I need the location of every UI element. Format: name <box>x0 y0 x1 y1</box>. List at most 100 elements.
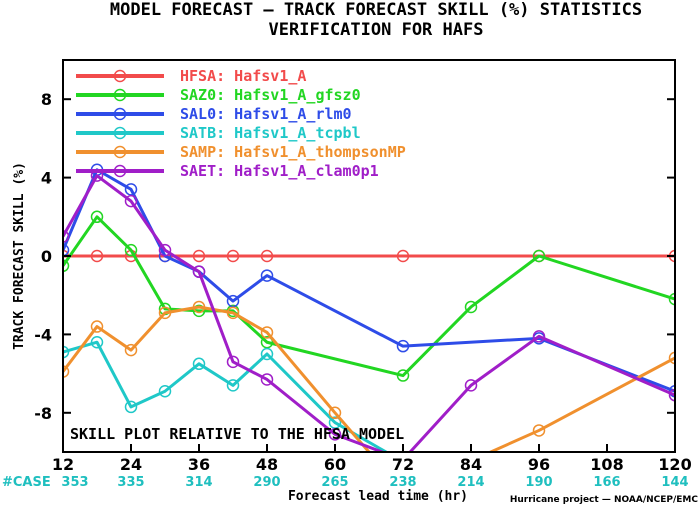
data-point <box>260 249 274 263</box>
y-tick-label: -4 <box>34 325 52 344</box>
series-layer <box>63 163 675 452</box>
x-tick-label: 36 <box>188 455 210 474</box>
series-5 <box>63 169 675 452</box>
series-2 <box>63 163 675 398</box>
data-point <box>124 194 138 208</box>
data-point <box>532 330 546 343</box>
case-counts: 353 335 314 290 265 238 214 190 166 144 <box>61 475 688 490</box>
data-point <box>192 249 206 263</box>
case-count: 238 <box>389 475 416 490</box>
data-point <box>396 369 410 382</box>
chart-title: MODEL FORECAST — TRACK FORECAST SKILL (%… <box>110 0 642 20</box>
data-point <box>260 269 274 282</box>
data-point <box>668 292 675 306</box>
data-point <box>260 326 274 339</box>
annotation: SKILL PLOT RELATIVE TO THE HFSA MODEL <box>70 425 404 443</box>
data-point <box>124 183 138 196</box>
case-count: 214 <box>457 475 484 490</box>
y-tick-label: 0 <box>41 247 52 266</box>
x-tick-label: 24 <box>120 455 142 474</box>
data-point <box>328 416 342 429</box>
legend-label: SAET: Hafsv1_A_clam0p1 <box>180 162 379 180</box>
data-point <box>260 373 274 386</box>
series-line <box>63 168 675 393</box>
data-point <box>396 339 410 353</box>
series-0 <box>63 249 675 263</box>
data-point <box>192 357 206 371</box>
data-point <box>63 259 70 273</box>
x-tick-label: 48 <box>256 455 278 474</box>
case-count: 314 <box>185 475 212 490</box>
data-point <box>226 294 240 308</box>
y-tick-label: 8 <box>41 90 52 109</box>
data-point <box>532 249 546 263</box>
case-count: 335 <box>117 475 144 490</box>
legend-marker <box>113 88 127 102</box>
chart-subtitle: VERIFICATION FOR HAFS <box>269 20 484 40</box>
legend-marker <box>113 126 127 140</box>
data-point <box>226 306 240 320</box>
series-line <box>63 340 390 452</box>
data-point <box>124 343 138 357</box>
data-point <box>90 210 104 224</box>
legend-marker <box>113 164 127 178</box>
x-axis: 12 24 36 48 60 72 84 96 108 120 <box>52 444 692 474</box>
case-count: 190 <box>525 475 552 490</box>
legend-label: SAL0: Hafsv1_A_rlm0 <box>180 105 352 123</box>
data-point <box>328 428 342 441</box>
data-point <box>226 249 240 263</box>
x-tick-label: 108 <box>590 455 623 474</box>
y-tick-label: 4 <box>41 169 52 188</box>
data-point <box>260 335 274 349</box>
data-point <box>464 379 478 392</box>
y-axis-label: TRACK FORECAST SKILL (%) <box>12 162 27 350</box>
legend-label: SAZ0: Hafsv1_A_gfsz0 <box>180 86 361 104</box>
case-count: 265 <box>321 475 348 490</box>
data-point <box>90 249 104 263</box>
y-tick-label: -8 <box>34 404 52 423</box>
data-point <box>63 365 70 378</box>
data-point <box>63 243 70 257</box>
legend-entry: SAET: Hafsv1_A_clam0p1 <box>76 162 379 180</box>
legend-entry: SAMP: Hafsv1_A_thompsonMP <box>76 143 406 161</box>
x-axis-label: Forecast lead time (hr) <box>288 489 468 504</box>
data-point <box>158 384 172 398</box>
series-line <box>63 305 675 452</box>
data-point <box>158 306 172 320</box>
data-point <box>124 400 138 414</box>
legend-entry: SAZ0: Hafsv1_A_gfsz0 <box>76 86 361 104</box>
x-tick-label: 72 <box>392 455 414 474</box>
data-point <box>260 347 274 361</box>
legend-marker <box>113 145 127 159</box>
legend-entry: SATB: Hafsv1_A_tcpbl <box>76 124 361 142</box>
data-point <box>192 300 206 314</box>
legend-marker <box>113 107 127 121</box>
case-count: 353 <box>61 475 88 490</box>
series-3 <box>63 335 390 452</box>
data-point <box>668 388 675 402</box>
data-point <box>226 355 240 369</box>
data-point <box>192 304 206 318</box>
data-point <box>668 351 675 365</box>
data-point <box>158 243 172 257</box>
x-tick-label: 60 <box>324 455 346 474</box>
x-tick-label: 84 <box>460 455 482 474</box>
x-tick-label: 12 <box>52 455 74 474</box>
series-line <box>63 215 675 378</box>
data-point <box>192 265 206 278</box>
data-point <box>63 345 70 359</box>
data-point <box>396 249 410 263</box>
case-label: #CASE <box>2 475 51 490</box>
x-tick-label: 96 <box>528 455 550 474</box>
x-tick-label: 120 <box>658 455 691 474</box>
legend-label: HFSA: Hafsv1_A <box>180 67 306 85</box>
data-point <box>90 335 104 349</box>
data-point <box>328 406 342 420</box>
series-4 <box>63 300 675 452</box>
case-count: 144 <box>661 475 688 490</box>
case-count: 290 <box>253 475 280 490</box>
legend-entry: HFSA: Hafsv1_A <box>76 67 306 85</box>
case-count: 166 <box>593 475 620 490</box>
